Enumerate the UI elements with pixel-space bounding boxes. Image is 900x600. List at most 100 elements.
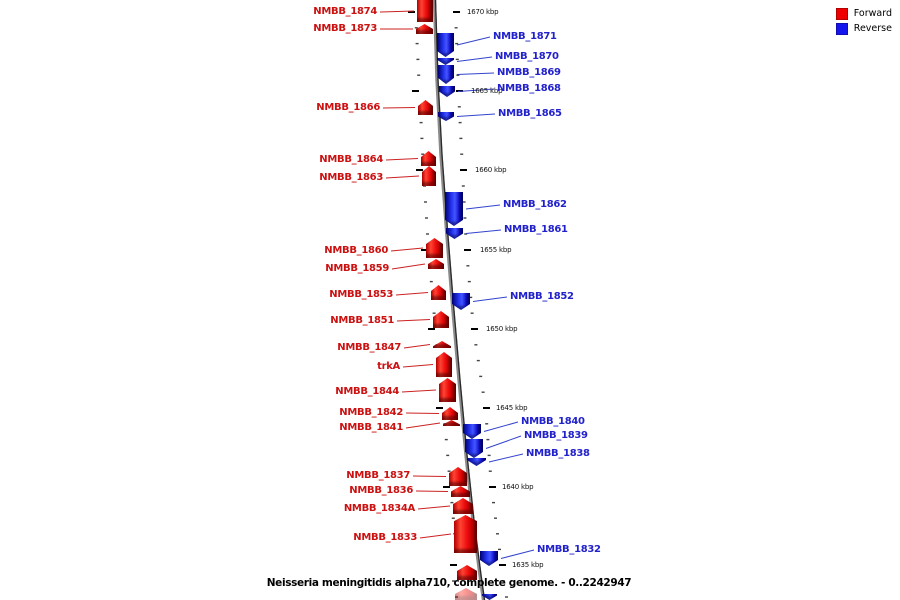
gene-label-NMBB_1852[interactable]: NMBB_1852	[510, 291, 574, 302]
gene-glyph-NMBB_1862[interactable]	[445, 192, 463, 226]
gene-glyph-NMBB_1859[interactable]	[428, 259, 444, 269]
gene-glyph-NMBB_1838[interactable]	[467, 458, 486, 466]
gene-leader-line	[456, 72, 495, 75]
gene-glyph-NMBB_1863[interactable]	[422, 166, 436, 186]
gene-label-NMBB_1859[interactable]: NMBB_1859	[325, 263, 389, 274]
gene-glyph-NMBB_1837[interactable]	[449, 467, 467, 486]
gene-glyph-NMBB_1851[interactable]	[433, 311, 449, 328]
gene-leader-line	[385, 158, 419, 161]
gene-glyph-NMBB_1873[interactable]	[416, 24, 433, 34]
gene-glyph-NMBB_1865[interactable]	[438, 112, 454, 121]
gene-glyph-NMBB_1860[interactable]	[426, 238, 443, 258]
gene-glyph-trkA[interactable]	[436, 352, 452, 377]
gene-label-NMBB_1868[interactable]: NMBB_1868	[497, 83, 561, 94]
gene-glyph-unlabeled[interactable]	[482, 594, 497, 600]
gene-label-NMBB_1851[interactable]: NMBB_1851	[330, 315, 394, 326]
gene-glyph-NMBB_1852[interactable]	[452, 293, 470, 310]
gene-glyph-NMBB_1839[interactable]	[465, 439, 483, 458]
gene-leader-line	[382, 107, 416, 109]
gene-label-NMBB_1833[interactable]: NMBB_1833	[353, 532, 417, 543]
gene-label-NMBB_1832[interactable]: NMBB_1832	[537, 544, 601, 555]
gene-label-NMBB_1853[interactable]: NMBB_1853	[329, 289, 393, 300]
gene-glyph-NMBB_1853[interactable]	[431, 285, 446, 300]
gene-leader-line	[456, 56, 493, 62]
gene-label-NMBB_1841[interactable]: NMBB_1841	[339, 422, 403, 433]
gene-label-NMBB_1844[interactable]: NMBB_1844	[335, 386, 399, 397]
gene-label-NMBB_1860[interactable]: NMBB_1860	[324, 245, 388, 256]
gene-glyph-unlabeled[interactable]	[457, 565, 477, 580]
gene-glyph-NMBB_1844[interactable]	[439, 378, 456, 402]
gene-leader-line	[485, 435, 522, 449]
gene-glyph-NMBB_1870[interactable]	[437, 58, 454, 65]
gene-leader-line	[390, 247, 424, 252]
ruler-tick-label: 1655 kbp	[480, 246, 512, 254]
gene-glyph-NMBB_1842[interactable]	[442, 407, 458, 420]
gene-leader-line	[465, 204, 501, 210]
ruler-tick-label: 1650 kbp	[486, 325, 518, 333]
gene-label-NMBB_1874[interactable]: NMBB_1874	[313, 6, 377, 17]
gene-label-NMBB_1869[interactable]: NMBB_1869	[497, 67, 561, 78]
gene-glyph-NMBB_1836[interactable]	[451, 486, 470, 497]
gene-label-NMBB_1840[interactable]: NMBB_1840	[521, 416, 585, 427]
reverse-strand-swatch	[835, 23, 848, 35]
gene-leader-line	[385, 175, 420, 179]
gene-label-NMBB_1866[interactable]: NMBB_1866	[316, 102, 380, 113]
ruler-tick-label: 1640 kbp	[502, 483, 534, 491]
gene-label-trkA[interactable]: trkA	[377, 361, 400, 372]
gene-leader-line	[396, 319, 431, 322]
gene-label-NMBB_1834A[interactable]: NMBB_1834A	[343, 503, 415, 514]
gene-label-NMBB_1861[interactable]: NMBB_1861	[504, 224, 568, 235]
gene-leader-line	[500, 549, 535, 559]
gene-glyph-NMBB_1871[interactable]	[437, 33, 454, 57]
gene-label-NMBB_1838[interactable]: NMBB_1838	[526, 448, 590, 459]
forward-strand-swatch	[835, 8, 848, 20]
gene-glyph-NMBB_1840[interactable]	[463, 424, 481, 439]
ruler-tick-label: 1670 kbp	[467, 8, 499, 16]
gene-label-NMBB_1871[interactable]: NMBB_1871	[493, 31, 557, 42]
gene-label-NMBB_1847[interactable]: NMBB_1847	[337, 342, 401, 353]
gene-label-NMBB_1873[interactable]: NMBB_1873	[313, 23, 377, 34]
gene-leader-line	[488, 453, 524, 463]
legend-row-reverse: Reverse	[835, 23, 892, 35]
gene-glyph-NMBB_1874[interactable]	[417, 0, 433, 22]
gene-glyph-unlabeled[interactable]	[455, 588, 477, 600]
gene-glyph-NMBB_1833[interactable]	[454, 515, 477, 553]
gene-glyph-NMBB_1869[interactable]	[438, 65, 454, 84]
gene-label-NMBB_1839[interactable]: NMBB_1839	[524, 430, 588, 441]
gene-leader-line	[472, 296, 508, 302]
gene-leader-line	[412, 475, 447, 477]
gene-glyph-NMBB_1834A[interactable]	[453, 498, 473, 514]
gene-leader-line	[402, 364, 434, 368]
gene-leader-line	[379, 10, 415, 13]
gene-label-NMBB_1837[interactable]: NMBB_1837	[346, 470, 410, 481]
gene-label-NMBB_1836[interactable]: NMBB_1836	[349, 485, 413, 496]
gene-leader-line	[391, 263, 426, 270]
gene-leader-line	[456, 36, 491, 46]
legend-row-forward: Forward	[835, 8, 892, 20]
gene-glyph-NMBB_1866[interactable]	[418, 100, 433, 115]
gene-leader-line	[456, 113, 496, 117]
ruler-tick-label: 1660 kbp	[475, 166, 507, 174]
gene-label-NMBB_1862[interactable]: NMBB_1862	[503, 199, 567, 210]
gene-label-NMBB_1865[interactable]: NMBB_1865	[498, 108, 562, 119]
gene-glyph-NMBB_1832[interactable]	[480, 551, 498, 566]
gene-glyph-NMBB_1841[interactable]	[443, 420, 460, 426]
gene-glyph-NMBB_1847[interactable]	[433, 341, 451, 348]
gene-glyph-NMBB_1864[interactable]	[421, 151, 436, 166]
strand-legend: Forward Reverse	[835, 8, 892, 38]
gene-label-NMBB_1842[interactable]: NMBB_1842	[339, 407, 403, 418]
gene-glyph-NMBB_1861[interactable]	[446, 228, 463, 239]
gene-label-NMBB_1870[interactable]: NMBB_1870	[495, 51, 559, 62]
gene-leader-line	[415, 490, 449, 492]
gene-leader-line	[401, 389, 437, 393]
gene-label-NMBB_1864[interactable]: NMBB_1864	[319, 154, 383, 165]
reverse-strand-label: Reverse	[853, 23, 892, 34]
gene-leader-line	[419, 533, 452, 539]
ruler-tick-label: 1645 kbp	[496, 404, 528, 412]
gene-glyph-NMBB_1868[interactable]	[439, 86, 455, 97]
gene-leader-line	[405, 422, 441, 429]
gene-leader-line	[483, 421, 519, 432]
gene-label-NMBB_1863[interactable]: NMBB_1863	[319, 172, 383, 183]
genome-caption: Neisseria meningitidis alpha710, complet…	[266, 577, 632, 589]
